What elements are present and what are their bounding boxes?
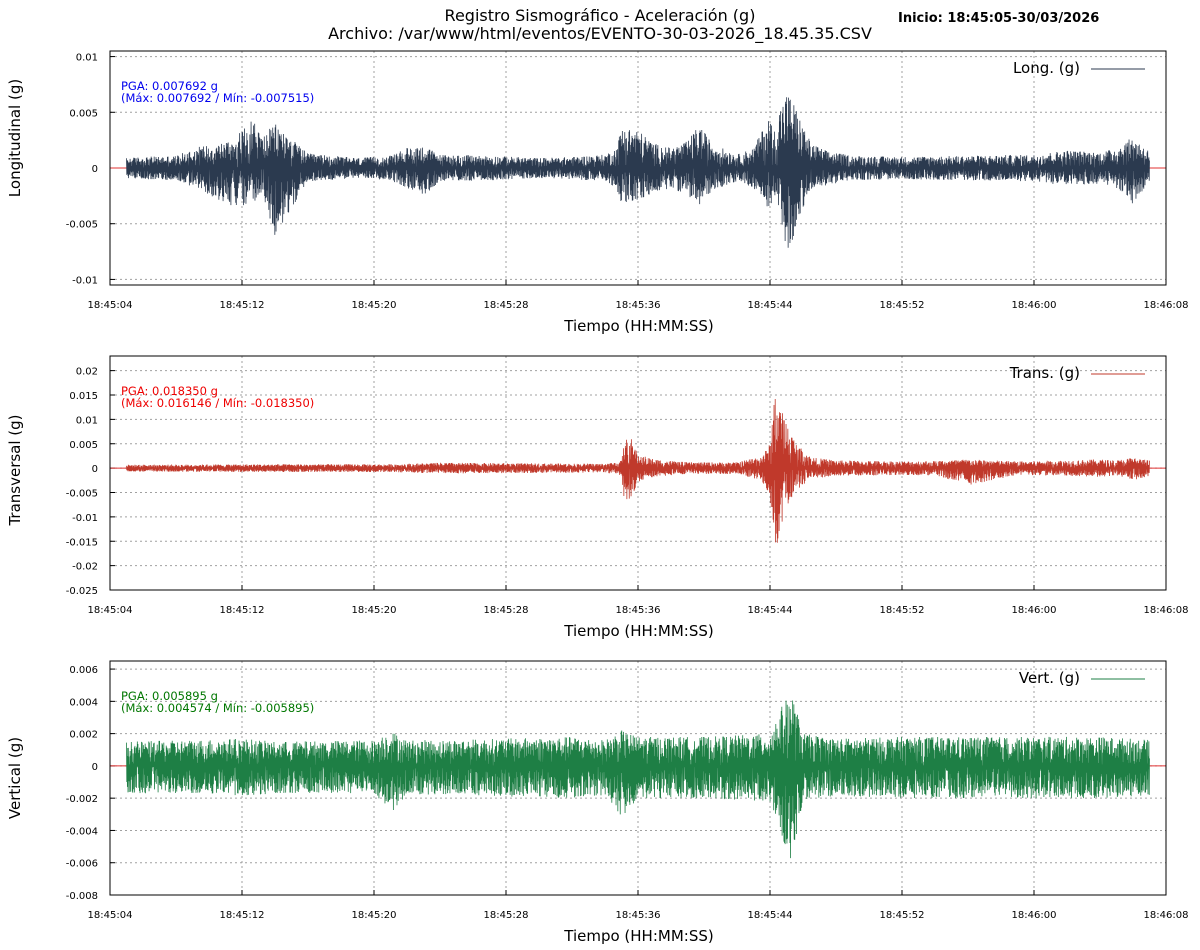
waveform-longitudinal xyxy=(126,97,1150,248)
y-tick-label: -0.005 xyxy=(66,489,98,500)
x-tick-label: 18:46:08 xyxy=(1144,910,1189,921)
y-tick-label: -0.006 xyxy=(66,859,98,870)
x-tick-label: 18:45:36 xyxy=(616,910,661,921)
legend-label: Trans. (g) xyxy=(1009,364,1080,382)
pga-label: PGA: 0.005895 g xyxy=(121,689,218,703)
y-tick-label: -0.02 xyxy=(72,562,98,573)
x-tick-label: 18:45:28 xyxy=(484,910,529,921)
x-tick-label: 18:45:12 xyxy=(220,910,265,921)
x-tick-label: 18:46:00 xyxy=(1012,605,1057,616)
x-tick-label: 18:45:20 xyxy=(352,605,397,616)
x-tick-label: 18:45:44 xyxy=(748,300,793,311)
y-axis-label: Transversal (g) xyxy=(6,414,24,526)
y-tick-label: 0.006 xyxy=(69,665,98,676)
x-tick-label: 18:45:36 xyxy=(616,300,661,311)
x-tick-label: 18:45:04 xyxy=(88,300,133,311)
y-tick-label: -0.025 xyxy=(66,586,98,597)
max-min-label: (Máx: 0.016146 / Mín: -0.018350) xyxy=(121,396,314,410)
y-axis-label: Longitudinal (g) xyxy=(6,79,24,197)
y-tick-label: -0.002 xyxy=(66,794,98,805)
y-tick-label: -0.01 xyxy=(72,275,98,286)
plot-frame xyxy=(109,660,1167,896)
y-tick-label: 0 xyxy=(92,762,98,773)
panel-longitudinal: 18:45:04 18:45:12 18:45:20 18:45:28 18:45:36… xyxy=(6,50,1189,335)
panel-vertical: 18:45:04 18:45:12 18:45:20 18:45:28 18:45:36… xyxy=(6,660,1189,945)
x-tick-label: 18:45:44 xyxy=(748,910,793,921)
x-tick-label: 18:45:52 xyxy=(880,910,925,921)
chart-title: Registro Sismográfico - Aceleración (g) xyxy=(444,6,756,25)
y-tick-label: 0.002 xyxy=(69,730,98,741)
x-tick-label: 18:45:52 xyxy=(880,605,925,616)
y-tick-label: 0.005 xyxy=(69,108,98,119)
x-tick-label: 18:45:12 xyxy=(220,300,265,311)
x-tick-label: 18:46:00 xyxy=(1012,910,1057,921)
pga-label: PGA: 0.007692 g xyxy=(121,79,218,93)
y-tick-label: -0.015 xyxy=(66,537,98,548)
x-tick-label: 18:45:44 xyxy=(748,605,793,616)
x-axis-label: Tiempo (HH:MM:SS) xyxy=(563,317,713,335)
plot-frame xyxy=(109,355,1167,591)
x-tick-label: 18:46:08 xyxy=(1144,605,1189,616)
x-axis-label: Tiempo (HH:MM:SS) xyxy=(563,622,713,640)
x-tick-label: 18:45:28 xyxy=(484,300,529,311)
y-tick-label: 0.015 xyxy=(69,391,98,402)
y-tick-label: -0.01 xyxy=(72,513,98,524)
y-tick-label: 0 xyxy=(92,464,98,475)
y-tick-label: 0 xyxy=(92,164,98,175)
start-time-label: Inicio: 18:45:05-30/03/2026 xyxy=(898,11,1100,26)
legend-label: Vert. (g) xyxy=(1019,669,1080,687)
x-tick-label: 18:45:12 xyxy=(220,605,265,616)
x-tick-label: 18:45:52 xyxy=(880,300,925,311)
y-axis-label: Vertical (g) xyxy=(6,737,24,819)
max-min-label: (Máx: 0.007692 / Mín: -0.007515) xyxy=(121,91,314,105)
y-tick-label: -0.005 xyxy=(66,220,98,231)
x-axis-label: Tiempo (HH:MM:SS) xyxy=(563,927,713,945)
legend-label: Long. (g) xyxy=(1013,59,1080,77)
plot-frame xyxy=(109,50,1167,286)
file-path-label: Archivo: /var/www/html/eventos/EVENTO-30… xyxy=(328,24,872,43)
waveform-transversal xyxy=(126,398,1150,543)
x-tick-label: 18:45:04 xyxy=(88,910,133,921)
y-tick-label: 0.005 xyxy=(69,440,98,451)
x-tick-label: 18:45:20 xyxy=(352,910,397,921)
x-tick-label: 18:45:28 xyxy=(484,605,529,616)
pga-label: PGA: 0.018350 g xyxy=(121,384,218,398)
max-min-label: (Máx: 0.004574 / Mín: -0.005895) xyxy=(121,701,314,715)
y-tick-label: 0.01 xyxy=(76,415,98,426)
y-tick-label: 0.02 xyxy=(76,367,98,378)
x-tick-label: 18:45:36 xyxy=(616,605,661,616)
y-tick-label: 0.01 xyxy=(76,53,98,64)
x-tick-label: 18:45:04 xyxy=(88,605,133,616)
x-tick-label: 18:45:20 xyxy=(352,300,397,311)
x-tick-label: 18:46:00 xyxy=(1012,300,1057,311)
panel-transversal: 18:45:04 18:45:12 18:45:20 18:45:28 18:45:36… xyxy=(6,355,1189,640)
x-tick-label: 18:46:08 xyxy=(1144,300,1189,311)
y-tick-label: -0.008 xyxy=(66,891,98,902)
y-tick-label: -0.004 xyxy=(66,826,98,837)
y-tick-label: 0.004 xyxy=(69,697,98,708)
waveform-vertical xyxy=(126,700,1150,859)
